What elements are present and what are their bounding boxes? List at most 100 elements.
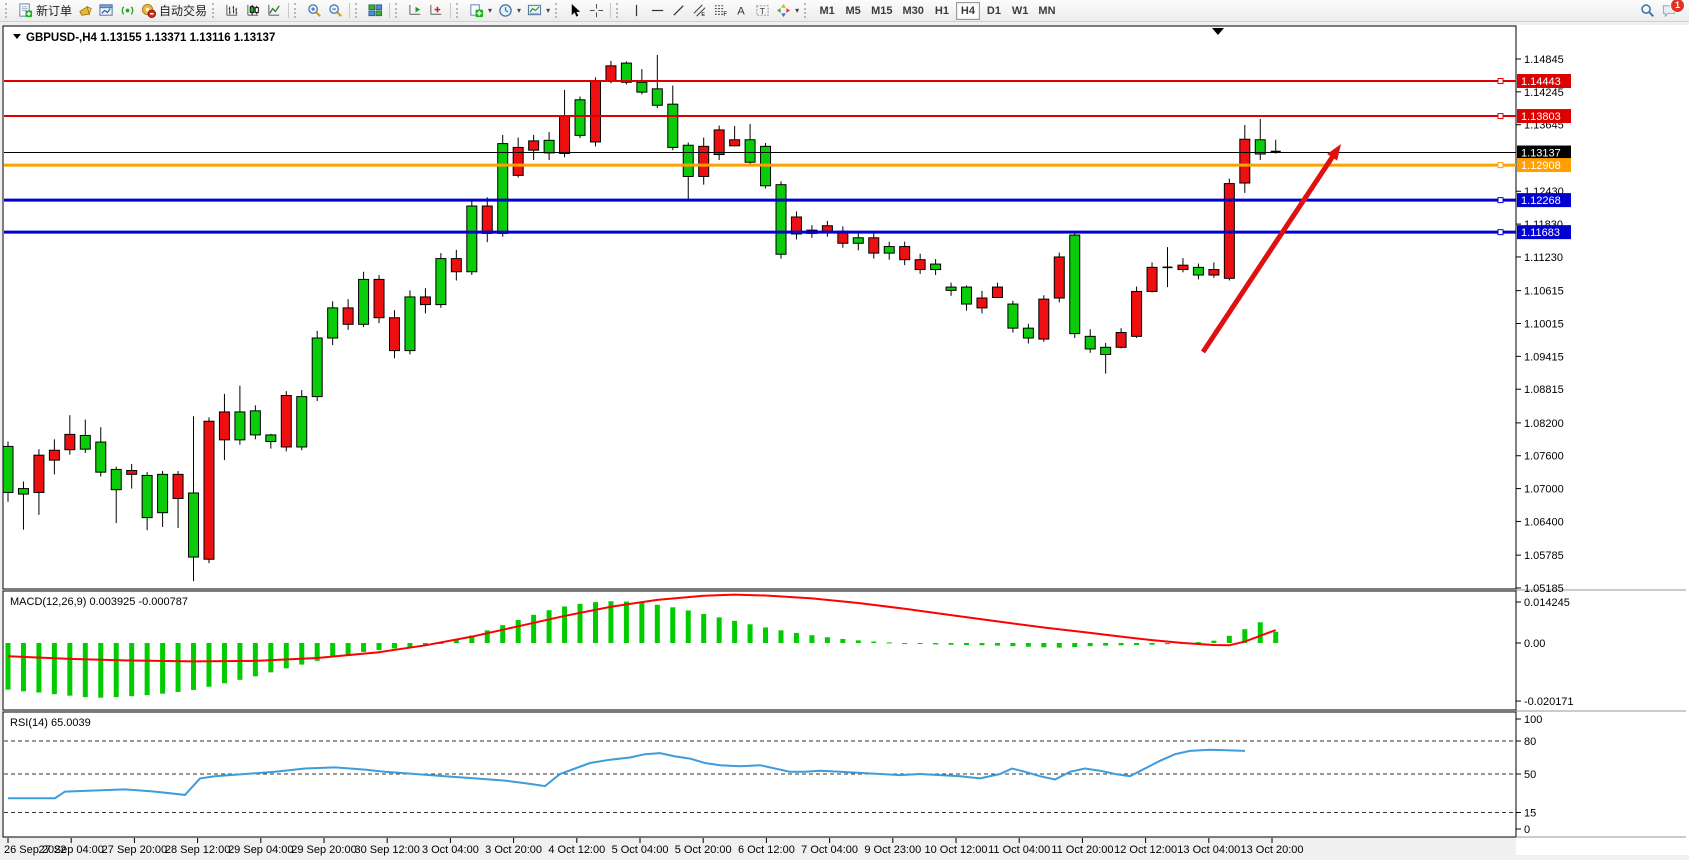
svg-text:5 Oct 04:00: 5 Oct 04:00	[612, 844, 669, 856]
symbol-dropdown-icon[interactable]	[13, 34, 21, 39]
line-handle[interactable]	[1497, 229, 1504, 236]
timeframe-h4-button[interactable]: H4	[955, 1, 980, 20]
svg-text:1.05785: 1.05785	[1524, 550, 1564, 562]
toolbar-separator	[389, 3, 391, 18]
timeframe-h1-button[interactable]: H1	[930, 2, 954, 20]
horizontal-line-icon	[650, 3, 665, 18]
indicator-window-add-button[interactable]	[426, 1, 447, 21]
toolbar-grip[interactable]	[555, 3, 561, 18]
line-handle[interactable]	[1497, 78, 1504, 85]
svg-text:5 Oct 20:00: 5 Oct 20:00	[675, 844, 732, 856]
line-handle[interactable]	[1497, 162, 1504, 169]
toolbar-separator	[288, 3, 290, 18]
template-button[interactable]: ▾	[524, 1, 553, 21]
signal-button[interactable]	[117, 1, 138, 21]
svg-text:100: 100	[1524, 714, 1542, 726]
new-order-button[interactable]: 新订单	[15, 1, 75, 21]
price-badge	[1517, 193, 1571, 208]
cursor-button[interactable]	[565, 1, 586, 21]
svg-text:30 Sep 12:00: 30 Sep 12:00	[354, 844, 419, 856]
svg-text:1.11683: 1.11683	[1521, 227, 1560, 239]
chevron-down-icon: ▾	[488, 6, 493, 15]
scroll-marker-icon[interactable]	[1212, 28, 1224, 35]
timeframe-m15-button[interactable]: M15	[867, 2, 896, 20]
svg-text:1.14845: 1.14845	[1524, 54, 1564, 66]
svg-text:29 Sep 20:00: 29 Sep 20:00	[291, 844, 356, 856]
new-order-label: 新订单	[36, 4, 73, 18]
svg-text:13 Oct 20:00: 13 Oct 20:00	[1241, 844, 1304, 856]
svg-text:4 Oct 12:00: 4 Oct 12:00	[548, 844, 605, 856]
svg-text:1.08200: 1.08200	[1524, 418, 1564, 430]
svg-text:3 Oct 04:00: 3 Oct 04:00	[422, 844, 479, 856]
svg-text:1.06400: 1.06400	[1524, 516, 1564, 528]
toolbar-grip[interactable]	[5, 3, 11, 18]
toolbar-grip[interactable]	[294, 3, 300, 18]
indicator-window-button[interactable]	[405, 1, 426, 21]
fibonacci-button[interactable]: F	[710, 1, 731, 21]
chart-window-button[interactable]	[96, 1, 117, 21]
price-pane	[2, 25, 1517, 590]
toolbar-grip[interactable]	[355, 3, 361, 18]
svg-text:27 Sep 20:00: 27 Sep 20:00	[102, 844, 167, 856]
timeframe-m5-button[interactable]: M5	[841, 2, 865, 20]
toolbar-grip[interactable]	[395, 3, 401, 18]
svg-text:80: 80	[1524, 736, 1536, 748]
rsi-pane	[2, 711, 1517, 838]
trendline-button[interactable]	[668, 1, 689, 21]
vertical-line-button[interactable]	[626, 1, 647, 21]
chart-canvas[interactable]: 1.148451.142451.136451.124301.118301.112…	[0, 22, 1689, 860]
toolbar-grip[interactable]	[212, 3, 218, 18]
timeframe-m1-button[interactable]: M1	[815, 2, 839, 20]
arrows-icon	[776, 3, 791, 18]
fibonacci-icon: F	[713, 3, 728, 18]
trend-arrow-head[interactable]	[1327, 144, 1341, 161]
line-chart-button[interactable]	[264, 1, 285, 21]
toolbar-grip[interactable]	[616, 3, 622, 18]
period-icon	[498, 3, 513, 18]
label-button[interactable]: T	[752, 1, 773, 21]
period-button[interactable]: ▾	[495, 1, 524, 21]
line-handle[interactable]	[1497, 113, 1504, 120]
indicator-window-add-icon	[429, 3, 444, 18]
add-indicator-button[interactable]: ▾	[466, 1, 495, 21]
trade-horn-button[interactable]	[75, 1, 96, 21]
timeframe-m30-button[interactable]: M30	[899, 2, 928, 20]
candles	[2, 54, 1281, 582]
channel-icon: E	[692, 3, 707, 18]
zoom-out-icon	[328, 3, 343, 18]
candlestick-chart-button[interactable]	[243, 1, 264, 21]
notifications-button[interactable]: 1	[1658, 0, 1685, 21]
horizontal-line-button[interactable]	[647, 1, 668, 21]
toolbar-grip[interactable]	[804, 3, 810, 18]
trendline-icon	[671, 3, 686, 18]
svg-text:1.09415: 1.09415	[1524, 351, 1564, 363]
crosshair-button[interactable]	[586, 1, 607, 21]
bar-chart-icon	[225, 3, 240, 18]
text-button[interactable]: A	[731, 1, 752, 21]
toolbar-grip[interactable]	[456, 3, 462, 18]
timeframe-mn-button[interactable]: MN	[1034, 2, 1059, 20]
svg-text:15: 15	[1524, 808, 1536, 820]
svg-text:1.10015: 1.10015	[1524, 318, 1564, 330]
svg-text:12 Oct 12:00: 12 Oct 12:00	[1114, 844, 1177, 856]
chevron-down-icon: ▾	[795, 6, 800, 15]
line-handle[interactable]	[1497, 197, 1504, 204]
crosshair-icon	[589, 3, 604, 18]
autotrading-button[interactable]: 自动交易	[138, 1, 210, 21]
rsi-line	[8, 748, 1246, 800]
arrows-button[interactable]: ▾	[773, 1, 802, 21]
vertical-line-icon	[629, 3, 644, 18]
new-order-icon	[18, 3, 33, 18]
trend-arrow[interactable]	[1200, 150, 1339, 354]
zoom-in-button[interactable]	[304, 1, 325, 21]
tile-windows-button[interactable]	[365, 1, 386, 21]
bar-chart-button[interactable]	[222, 1, 243, 21]
zoom-out-button[interactable]	[325, 1, 346, 21]
timeframe-d1-button[interactable]: D1	[982, 2, 1006, 20]
svg-text:1.13803: 1.13803	[1521, 111, 1561, 123]
svg-text:1.12908: 1.12908	[1521, 160, 1561, 172]
price-badge	[1517, 158, 1571, 173]
channel-button[interactable]: E	[689, 1, 710, 21]
timeframe-w1-button[interactable]: W1	[1008, 2, 1033, 20]
search-button[interactable]	[1637, 1, 1658, 21]
